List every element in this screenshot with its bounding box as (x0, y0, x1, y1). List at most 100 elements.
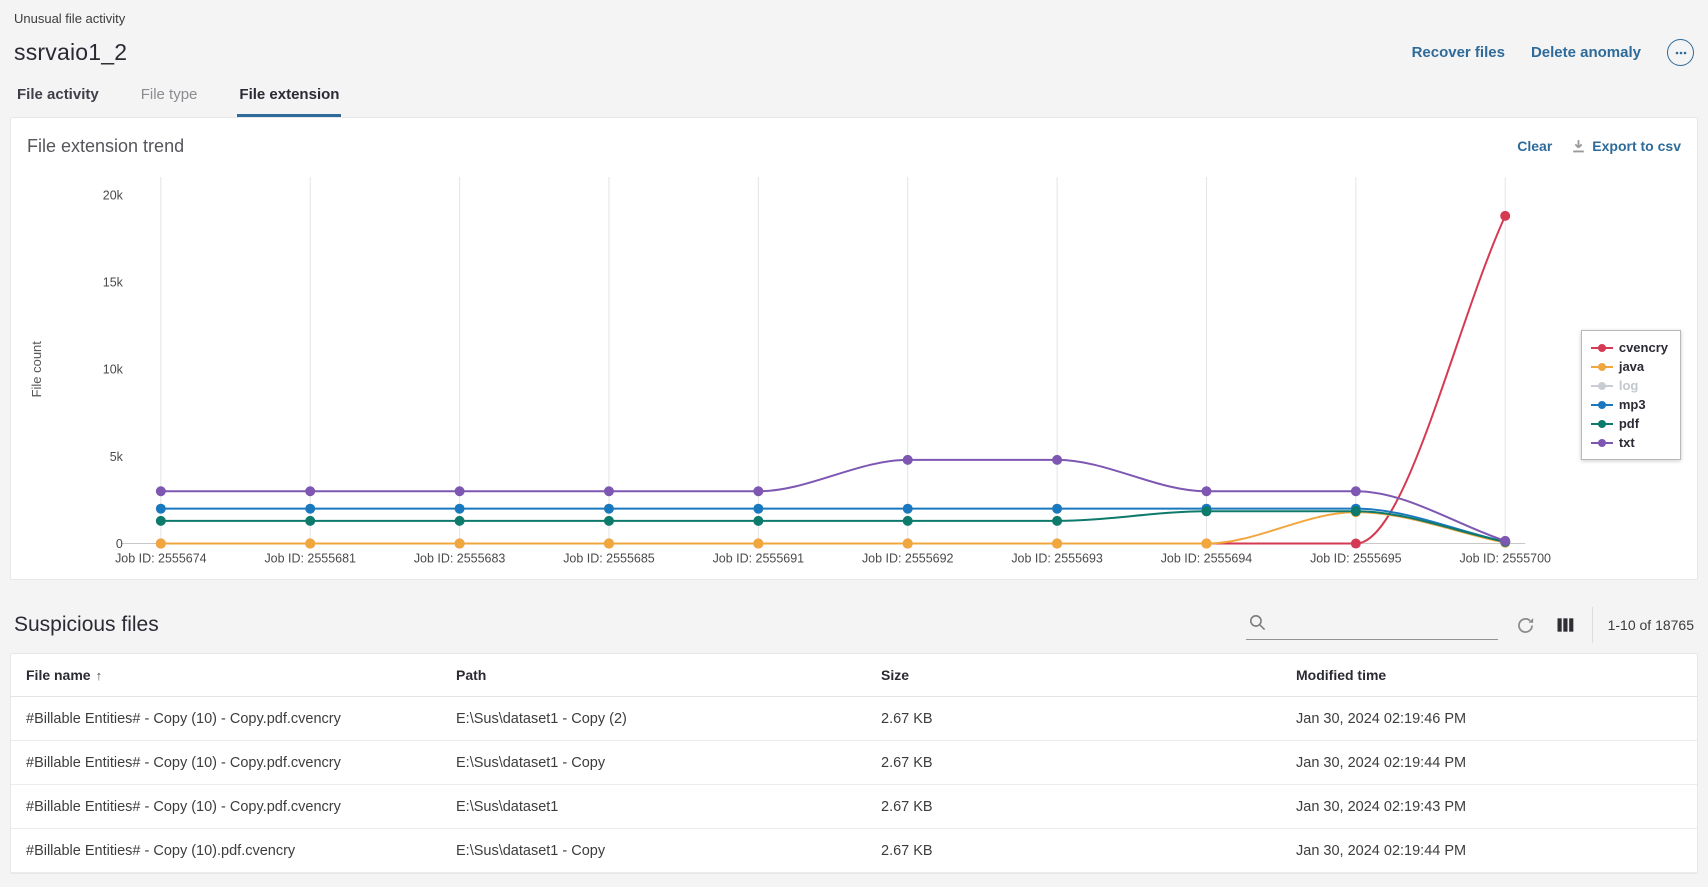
svg-text:Job ID: 2555685: Job ID: 2555685 (563, 552, 655, 566)
svg-text:Job ID: 2555693: Job ID: 2555693 (1011, 552, 1103, 566)
svg-text:Job ID: 2555700: Job ID: 2555700 (1459, 552, 1551, 566)
chart-title: File extension trend (27, 135, 185, 156)
legend-label: pdf (1618, 416, 1640, 431)
svg-text:0: 0 (116, 537, 123, 551)
chart-area: Job ID: 2555674 Job ID: 2555681 Job ID: 25… (11, 163, 1697, 581)
export-csv-label: Export to csv (1592, 138, 1681, 154)
cell-file-name: #Billable Entities# - Copy (10).pdf.cven… (26, 842, 296, 859)
table-row[interactable]: #Billable Entities# - Copy (10) - Copy.p… (11, 785, 1697, 829)
legend-item-log[interactable]: log (1590, 378, 1668, 393)
cell-modified-time: Jan 30, 2024 02:19:44 PM (1296, 842, 1467, 859)
cell-size: 2.67 KB (881, 710, 933, 727)
column-label: Path (456, 667, 487, 683)
suspicious-files-table: File name ↑ Path Size Modified time #Billabl… (10, 653, 1698, 874)
sort-ascending-icon: ↑ (95, 667, 103, 683)
table-toolbar: Suspicious files (14, 607, 1694, 643)
ellipsis-icon (1675, 51, 1686, 54)
cell-path: E:\Sus\dataset1 (456, 798, 559, 815)
table-row[interactable]: #Billable Entities# - Copy (10) - Copy.p… (11, 697, 1697, 741)
legend-item-cvencry[interactable]: cvencry (1590, 340, 1668, 355)
cell-size: 2.67 KB (881, 754, 933, 771)
table-row[interactable]: #Billable Entities# - Copy (10).pdf.cven… (11, 829, 1697, 873)
svg-text:20k: 20k (103, 188, 124, 202)
column-header-file-name[interactable]: File name ↑ (26, 667, 456, 683)
search-icon (1249, 614, 1265, 630)
tab-file-type[interactable]: File type (140, 86, 198, 103)
svg-text:10k: 10k (103, 363, 124, 377)
svg-text:Job ID: 2555691: Job ID: 2555691 (713, 552, 805, 566)
clear-button[interactable]: Clear (1517, 138, 1553, 154)
cell-file-name: #Billable Entities# - Copy (10) - Copy.p… (26, 710, 341, 727)
legend-item-mp3[interactable]: mp3 (1590, 397, 1668, 412)
legend-label: cvencry (1618, 340, 1668, 355)
tab-file-extension[interactable]: File extension (237, 86, 342, 117)
legend-item-txt[interactable]: txt (1590, 435, 1668, 450)
cell-modified-time: Jan 30, 2024 02:19:46 PM (1296, 710, 1467, 727)
header-actions: Recover files Delete anomaly (1412, 39, 1694, 66)
cell-path: E:\Sus\dataset1 - Copy (456, 754, 606, 771)
svg-text:Job ID: 2555683: Job ID: 2555683 (414, 552, 506, 566)
svg-text:Job ID: 2555694: Job ID: 2555694 (1161, 552, 1253, 566)
cell-size: 2.67 KB (881, 798, 933, 815)
legend-marker (1590, 438, 1613, 447)
title-row: ssrvaio1_2 Recover files Delete anomaly (14, 39, 1694, 66)
legend-marker (1590, 381, 1613, 390)
columns-icon (1557, 618, 1573, 632)
legend-label: mp3 (1618, 397, 1646, 412)
column-header-size[interactable]: Size (881, 667, 1296, 683)
cell-path: E:\Sus\dataset1 - Copy (456, 842, 606, 859)
export-csv-button[interactable]: Export to csv (1570, 138, 1681, 155)
column-label: Size (881, 667, 910, 683)
delete-anomaly-button[interactable]: Delete anomaly (1530, 44, 1641, 61)
svg-text:Job ID: 2555692: Job ID: 2555692 (862, 552, 954, 566)
tab-file-activity[interactable]: File activity (17, 86, 99, 103)
column-label: File name (26, 667, 91, 683)
legend-item-pdf[interactable]: pdf (1590, 416, 1668, 431)
cell-modified-time: Jan 30, 2024 02:19:44 PM (1296, 754, 1467, 771)
table-row[interactable]: #Billable Entities# - Copy (10) - Copy.p… (11, 741, 1697, 785)
legend-marker (1590, 400, 1613, 409)
legend-label: java (1618, 359, 1645, 374)
legend-marker (1590, 362, 1613, 371)
table-header-row: File name ↑ Path Size Modified time (11, 654, 1697, 697)
chart-card: File extension trend Clear Export to csv… (10, 117, 1698, 580)
suspicious-files-title: Suspicious files (14, 613, 159, 636)
column-settings-button[interactable] (1553, 613, 1577, 637)
svg-text:Job ID: 2555695: Job ID: 2555695 (1310, 552, 1402, 566)
legend-label: txt (1618, 435, 1635, 450)
legend-item-java[interactable]: java (1590, 359, 1668, 374)
refresh-button[interactable] (1513, 613, 1538, 638)
table-toolbar-controls: 1-10 of 18765 (1245, 607, 1694, 643)
svg-text:Job ID: 2555681: Job ID: 2555681 (264, 552, 356, 566)
more-actions-button[interactable] (1667, 39, 1694, 66)
file-extension-trend-chart[interactable]: Job ID: 2555674 Job ID: 2555681 Job ID: 25… (11, 163, 1697, 581)
svg-text:Job ID: 2555674: Job ID: 2555674 (115, 552, 207, 566)
cell-file-name: #Billable Entities# - Copy (10) - Copy.p… (26, 754, 341, 771)
column-header-modified-time[interactable]: Modified time (1296, 667, 1682, 683)
chart-legend: cvencry java log mp3 pdf txt (1580, 330, 1681, 460)
svg-text:15k: 15k (103, 276, 124, 290)
refresh-icon (1517, 617, 1533, 633)
recover-files-button[interactable]: Recover files (1411, 44, 1505, 61)
cell-file-name: #Billable Entities# - Copy (10) - Copy.p… (26, 798, 341, 815)
cell-path: E:\Sus\dataset1 - Copy (2) (456, 710, 627, 727)
legend-marker (1590, 419, 1613, 428)
svg-text:5k: 5k (110, 450, 124, 464)
column-label: Modified time (1296, 667, 1387, 683)
table-body: #Billable Entities# - Copy (10) - Copy.p… (11, 697, 1697, 873)
column-header-path[interactable]: Path (456, 667, 881, 683)
search-input[interactable] (1275, 613, 1496, 631)
svg-text:File count: File count (29, 341, 44, 398)
legend-marker (1590, 343, 1613, 352)
cell-modified-time: Jan 30, 2024 02:19:43 PM (1296, 798, 1467, 815)
page-header: Unusual file activity ssrvaio1_2 Recover… (0, 0, 1708, 117)
page-title: ssrvaio1_2 (14, 39, 128, 65)
cell-size: 2.67 KB (881, 842, 933, 859)
tab-bar: File activity File type File extension (14, 86, 1694, 117)
search-box (1245, 611, 1498, 640)
legend-label: log (1618, 378, 1639, 393)
toolbar-divider (1591, 607, 1593, 643)
pagination-label: 1-10 of 18765 (1607, 617, 1694, 633)
breadcrumb[interactable]: Unusual file activity (14, 11, 126, 26)
chart-actions: Clear Export to csv (1517, 138, 1681, 155)
